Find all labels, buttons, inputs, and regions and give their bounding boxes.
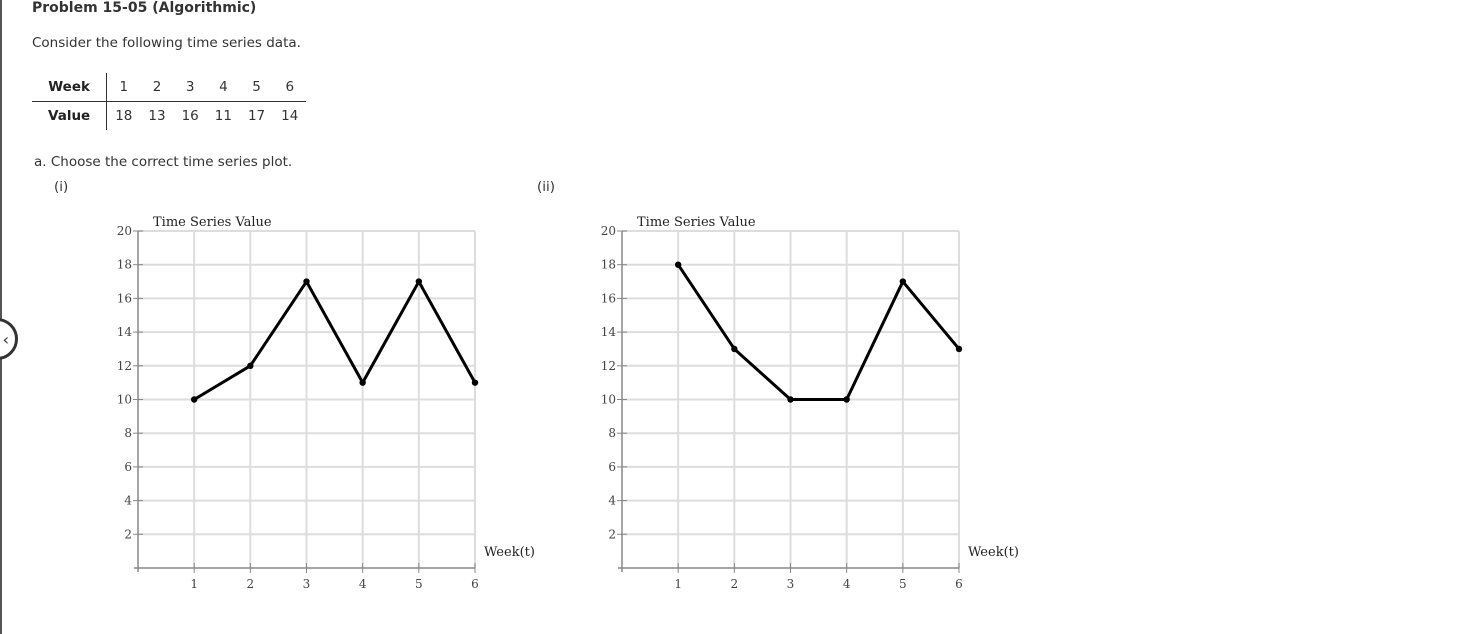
y-tick-label: 16 <box>117 291 132 305</box>
y-tick-label: 6 <box>124 460 132 474</box>
data-point <box>674 261 682 268</box>
data-point <box>471 379 479 386</box>
y-tick-label: 12 <box>601 359 616 373</box>
x-tick-label: 2 <box>731 577 739 591</box>
value-cell: 18 <box>115 108 133 124</box>
y-tick-label: 18 <box>117 258 132 272</box>
data-point <box>190 396 198 403</box>
chart-title: Time Series Value <box>153 215 272 230</box>
data-point <box>303 278 310 285</box>
week-cell: 4 <box>206 73 240 102</box>
problem-intro: Consider the following time series data. <box>32 35 301 51</box>
data-point <box>415 278 423 285</box>
y-tick-label: 6 <box>608 460 616 474</box>
x-tick-label: 5 <box>415 577 423 591</box>
week-cell: 3 <box>173 73 207 102</box>
row-header-week: Week <box>32 73 108 102</box>
data-point <box>899 278 907 285</box>
y-tick-label: 20 <box>601 224 616 238</box>
data-point <box>359 379 366 386</box>
x-tick-label: 3 <box>303 577 311 591</box>
x-axis-label: Week(t) <box>968 545 1019 560</box>
option-label-ii[interactable]: (ii) <box>537 179 556 195</box>
data-point <box>247 362 254 369</box>
week-cell: 1 <box>106 73 141 102</box>
value-cell: 16 <box>181 108 199 124</box>
y-tick-label: 2 <box>124 527 132 541</box>
previous-button[interactable]: ‹ <box>0 318 18 360</box>
y-tick-label: 4 <box>608 494 616 508</box>
question-prompt: a. Choose the correct time series plot. <box>34 154 293 170</box>
week-cell: 5 <box>239 73 274 102</box>
x-tick-label: 6 <box>471 577 479 591</box>
x-tick-label: 5 <box>899 577 907 591</box>
data-point <box>955 345 963 353</box>
series-line <box>676 263 961 401</box>
value-cell: 17 <box>247 108 266 124</box>
y-tick-label: 4 <box>124 494 132 508</box>
chevron-left-icon: ‹ <box>2 330 9 349</box>
y-tick-label: 8 <box>608 426 616 440</box>
x-tick-label: 3 <box>787 577 795 591</box>
week-cell: 2 <box>140 73 174 102</box>
x-tick-label: 1 <box>190 577 198 591</box>
y-tick-label: 10 <box>601 393 616 407</box>
y-tick-label: 12 <box>117 359 132 373</box>
data-point <box>731 345 738 353</box>
value-cell: 13 <box>148 108 166 124</box>
y-tick-label: 20 <box>117 224 132 238</box>
data-point <box>787 396 794 403</box>
y-tick-label: 16 <box>601 291 616 305</box>
y-tick-label: 14 <box>117 325 133 339</box>
y-tick-label: 10 <box>117 393 132 407</box>
x-tick-label: 4 <box>359 577 367 591</box>
value-cell: 14 <box>281 108 299 124</box>
problem-title: Problem 15-05 (Algorithmic) <box>32 0 257 16</box>
y-tick-label: 8 <box>124 426 132 440</box>
x-axis-label: Week(t) <box>484 545 535 560</box>
x-tick-label: 1 <box>674 577 682 591</box>
week-cell: 6 <box>273 73 307 102</box>
table-row-value: Value 18 13 16 11 17 14 <box>32 101 306 130</box>
value-cell: 11 <box>214 108 232 124</box>
y-tick-label: 2 <box>608 527 616 541</box>
series-line <box>193 280 477 401</box>
data-point <box>843 396 850 403</box>
x-tick-label: 6 <box>955 577 963 591</box>
row-header-value: Value <box>32 101 108 130</box>
x-tick-label: 4 <box>843 577 851 591</box>
y-tick-label: 14 <box>601 325 617 339</box>
x-tick-label: 2 <box>247 577 255 591</box>
y-tick-label: 18 <box>601 258 616 272</box>
left-border <box>0 0 2 634</box>
table-row-week: Week 1 2 3 4 5 6 <box>32 73 307 102</box>
chart-title: Time Series Value <box>637 215 756 230</box>
time-series-table: Week 1 2 3 4 5 6 Value 18 13 16 11 17 14 <box>32 73 307 130</box>
option-label-i[interactable]: (i) <box>54 179 69 195</box>
